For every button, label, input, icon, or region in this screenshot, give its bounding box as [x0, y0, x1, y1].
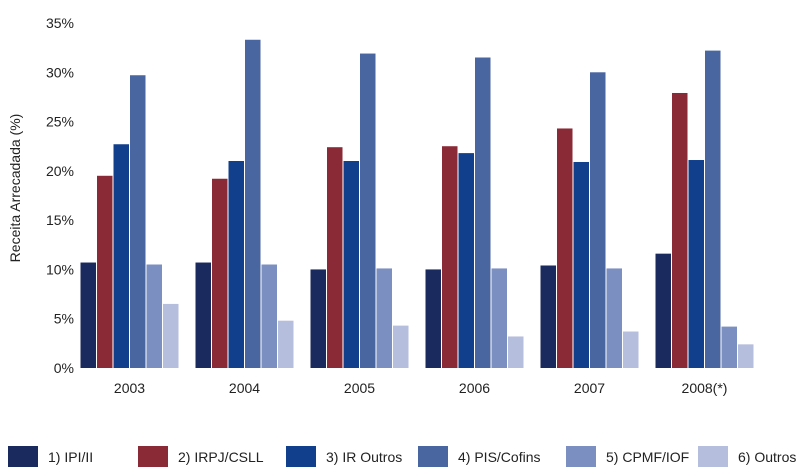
bar-2008-series-4 [705, 50, 721, 368]
bar-2004-series-6 [278, 320, 294, 368]
bar-2003-series-3 [113, 144, 129, 368]
bar-2004-series-3 [228, 161, 244, 368]
x-tick-label: 2003 [114, 380, 145, 396]
bar-series [80, 39, 754, 369]
legend-swatch [566, 446, 596, 467]
x-tick-label: 2005 [344, 380, 375, 396]
bar-2008-series-3 [688, 160, 704, 368]
bar-2006-series-1 [425, 269, 441, 368]
legend-swatch [418, 446, 448, 467]
bar-2007-series-3 [573, 161, 589, 368]
legend-swatch [698, 446, 728, 467]
bar-2005-series-5 [376, 268, 392, 368]
bar-2004-series-1 [195, 262, 211, 368]
legend-label: 1) IPI/II [48, 449, 93, 465]
bar-2006-series-4 [475, 57, 491, 368]
bar-2006-series-5 [491, 268, 507, 368]
bar-2007-series-4 [590, 72, 606, 369]
x-tick-label: 2007 [574, 380, 605, 396]
legend-label: 2) IRPJ/CSLL [178, 449, 264, 465]
bar-2003-series-1 [80, 262, 96, 368]
bar-2008-series-5 [721, 326, 737, 368]
bar-2005-series-3 [343, 161, 359, 368]
bar-2006-series-3 [458, 153, 474, 368]
bar-2008-series-2 [672, 92, 688, 368]
y-tick-label: 5% [54, 311, 74, 327]
legend-swatch [286, 446, 316, 467]
y-tick-label: 25% [46, 114, 74, 130]
bar-2006-series-6 [508, 336, 524, 368]
bar-2007-series-6 [623, 331, 639, 368]
bar-2003-series-4 [130, 75, 146, 368]
legend-label: 6) Outros [738, 449, 796, 465]
bar-2004-series-2 [212, 178, 228, 368]
bar-2004-series-5 [261, 264, 277, 368]
y-tick-label: 30% [46, 64, 74, 80]
bar-2008-series-1 [655, 253, 671, 368]
legend-label: 5) CPMF/IOF [606, 449, 689, 465]
bar-2003-series-5 [146, 264, 162, 368]
bar-2003-series-2 [97, 175, 113, 368]
legend-swatch [138, 446, 168, 467]
legend: 1) IPI/II 2) IRPJ/CSLL 3) IR Outros 4) PIS/… [8, 446, 796, 467]
bar-2005-series-1 [310, 269, 326, 368]
bar-2005-series-4 [360, 53, 376, 369]
bar-2007-series-2 [557, 128, 573, 368]
x-tick-label: 2006 [459, 380, 490, 396]
bar-2006-series-2 [442, 146, 458, 368]
y-axis-ticks: 0% 5% 10% 15% 20% 25% 30% 35% [46, 15, 74, 376]
x-tick-label: 2004 [229, 380, 260, 396]
y-tick-label: 20% [46, 163, 74, 179]
x-axis-ticks: 2003 2004 2005 2006 2007 2008(*) [114, 380, 728, 396]
bar-2007-series-1 [540, 265, 556, 368]
bar-2005-series-6 [393, 325, 409, 368]
y-tick-label: 10% [46, 261, 74, 277]
bar-2008-series-6 [738, 344, 754, 368]
y-axis-label: Receita Arrecadada (%) [7, 114, 23, 263]
bar-2004-series-4 [245, 39, 261, 368]
legend-label: 4) PIS/Cofins [458, 449, 540, 465]
legend-swatch [8, 446, 38, 467]
bar-2003-series-6 [163, 303, 179, 368]
bar-2007-series-5 [606, 268, 622, 368]
y-tick-label: 15% [46, 212, 74, 228]
y-tick-label: 0% [54, 360, 74, 376]
bar-2005-series-2 [327, 147, 343, 368]
x-tick-label: 2008(*) [682, 380, 728, 396]
y-tick-label: 35% [46, 15, 74, 31]
legend-label: 3) IR Outros [326, 449, 402, 465]
